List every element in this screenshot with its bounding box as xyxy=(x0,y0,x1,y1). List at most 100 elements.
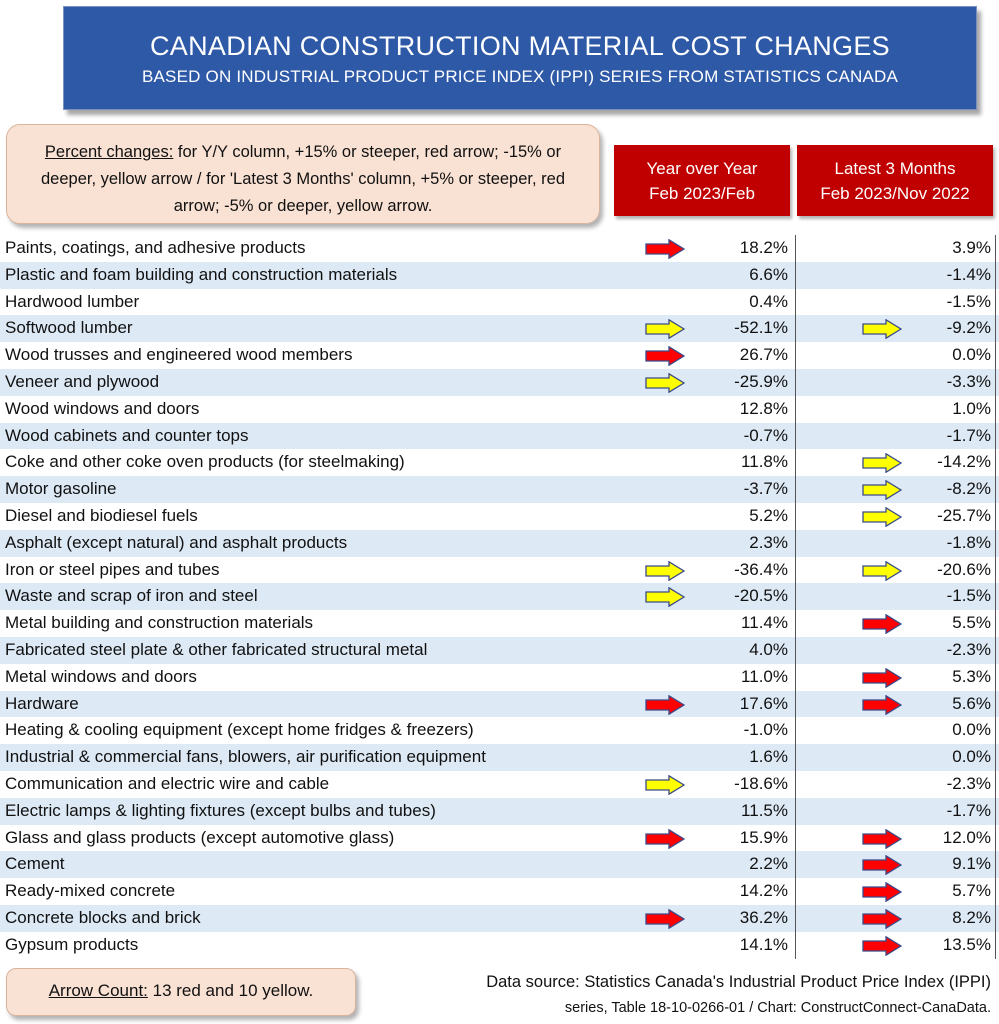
red-arrow-icon xyxy=(645,828,685,849)
red-arrow-icon xyxy=(862,828,902,849)
table-row: Cement 2.2% 9.1% xyxy=(0,851,999,879)
red-arrow-icon xyxy=(862,882,902,903)
latest-3-months-value: -1.7% xyxy=(946,800,991,820)
latest-3-months-value: 1.0% xyxy=(952,398,991,418)
source-line-1: Data source: Statistics Canada's Industr… xyxy=(486,973,991,991)
latest-3-months-value: 0.0% xyxy=(952,345,991,365)
arrow-count-box: Arrow Count: 13 red and 10 yellow. xyxy=(6,968,356,1016)
yellow-arrow-icon xyxy=(862,560,902,581)
table-row: Waste and scrap of iron and steel -20.5% -… xyxy=(0,583,999,611)
red-arrow-icon xyxy=(862,694,902,715)
row-label: Glass and glass products (except automot… xyxy=(5,827,395,847)
red-arrow-icon xyxy=(645,346,685,367)
latest-3-months-value: -8.2% xyxy=(946,479,991,499)
yoy-value: 1.6% xyxy=(749,747,788,767)
legend-note: Percent changes: for Y/Y column, +15% or… xyxy=(6,124,600,224)
yoy-value: 2.2% xyxy=(749,854,788,874)
row-label: Gypsum products xyxy=(5,934,139,954)
yoy-value: 2.3% xyxy=(749,532,788,552)
yoy-value: 12.8% xyxy=(739,398,788,418)
row-label: Plastic and foam building and constructi… xyxy=(5,264,398,284)
latest-3-months-value: -1.8% xyxy=(946,532,991,552)
row-label: Wood windows and doors xyxy=(5,398,200,418)
latest-3-months-value: -1.4% xyxy=(946,264,991,284)
table-row: Wood trusses and engineered wood members… xyxy=(0,342,999,369)
row-label: Waste and scrap of iron and steel xyxy=(5,586,258,606)
title-banner: CANADIAN CONSTRUCTION MATERIAL COST CHAN… xyxy=(63,6,977,110)
row-label: Heating & cooling equipment (except home… xyxy=(5,720,474,740)
row-label: Cement xyxy=(5,854,65,874)
row-label: Hardwood lumber xyxy=(5,291,140,311)
row-label: Wood cabinets and counter tops xyxy=(5,425,249,445)
source-line-2: series, Table 18-10-0266-01 / Chart: Con… xyxy=(564,1000,991,1016)
table-row: Electric lamps & lighting fixtures (exce… xyxy=(0,797,999,825)
yoy-value: -1.0% xyxy=(743,720,788,740)
table-row: Asphalt (except natural) and asphalt pro… xyxy=(0,529,999,557)
latest-3-months-value: 0.0% xyxy=(952,720,991,740)
yellow-arrow-icon xyxy=(862,480,902,501)
table-row: Hardware 17.6% 5.6% xyxy=(0,690,999,718)
row-label: Coke and other coke oven products (for s… xyxy=(5,452,405,472)
yellow-arrow-icon xyxy=(645,774,685,795)
latest-3-months-value: -3.3% xyxy=(946,371,991,391)
latest-3-months-value: -9.2% xyxy=(946,318,991,338)
yoy-value: 5.2% xyxy=(749,505,788,525)
row-label: Iron or steel pipes and tubes xyxy=(5,559,220,579)
row-label: Diesel and biodiesel fuels xyxy=(5,505,198,525)
table-row: Industrial & commercial fans, blowers, a… xyxy=(0,744,999,771)
red-arrow-icon xyxy=(645,908,685,929)
data-table: Paints, coatings, and adhesive products 1… xyxy=(0,235,999,959)
red-arrow-icon xyxy=(862,935,902,956)
latest-3-months-value: -1.7% xyxy=(946,425,991,445)
latest-3-months-value: 12.0% xyxy=(942,827,991,847)
yoy-value: -25.9% xyxy=(734,371,788,391)
column-divider xyxy=(795,235,796,959)
latest-3-months-value: -2.3% xyxy=(946,773,991,793)
yellow-arrow-icon xyxy=(862,453,902,474)
column-header-3m-line2: Feb 2023/Nov 2022 xyxy=(820,184,970,203)
column-header-yoy: Year over Year Feb 2023/Feb xyxy=(614,145,790,216)
latest-3-months-value: -20.6% xyxy=(937,559,991,579)
red-arrow-icon xyxy=(862,855,902,876)
yellow-arrow-icon xyxy=(645,587,685,608)
latest-3-months-value: 5.3% xyxy=(952,666,991,686)
yellow-arrow-icon xyxy=(862,319,902,340)
row-label: Ready-mixed concrete xyxy=(5,881,176,901)
row-label: Wood trusses and engineered wood members xyxy=(5,345,353,365)
table-row: Fabricated steel plate & other fabricate… xyxy=(0,636,999,664)
table-row: Hardwood lumber 0.4% -1.5% xyxy=(0,289,999,316)
yoy-value: 18.2% xyxy=(739,238,788,257)
legend-label: Percent changes: xyxy=(44,143,174,161)
yoy-value: 15.9% xyxy=(739,827,788,847)
yoy-value: 11.4% xyxy=(741,613,788,633)
row-label: Veneer and plywood xyxy=(5,371,160,391)
table-row: Metal building and construction material… xyxy=(0,610,999,637)
column-header-3m: Latest 3 Months Feb 2023/Nov 2022 xyxy=(797,145,993,216)
row-label: Motor gasoline xyxy=(5,479,117,499)
row-label: Softwood lumber xyxy=(5,318,133,338)
yellow-arrow-icon xyxy=(645,372,685,393)
column-header-3m-line1: Latest 3 Months xyxy=(834,159,956,178)
yoy-value: 26.7% xyxy=(739,345,788,365)
row-label: Industrial & commercial fans, blowers, a… xyxy=(5,747,486,767)
table-row: Metal windows and doors 11.0% 5.3% xyxy=(0,664,999,691)
latest-3-months-value: 5.6% xyxy=(952,693,991,713)
table-row: Veneer and plywood -25.9% -3.3% xyxy=(0,368,999,396)
yellow-arrow-icon xyxy=(645,319,685,340)
table-row: Softwood lumber -52.1% -9.2% xyxy=(0,315,999,343)
yoy-value: 6.6% xyxy=(749,264,788,284)
red-arrow-icon xyxy=(645,239,685,259)
yoy-value: 11.0% xyxy=(741,666,788,686)
red-arrow-icon xyxy=(862,614,902,635)
latest-3-months-value: -14.2% xyxy=(937,452,991,472)
yoy-value: -3.7% xyxy=(743,479,788,499)
chart-title: CANADIAN CONSTRUCTION MATERIAL COST CHAN… xyxy=(150,31,890,61)
latest-3-months-value: 3.9% xyxy=(952,238,991,257)
row-label: Metal windows and doors xyxy=(5,666,197,686)
red-arrow-icon xyxy=(862,908,902,929)
table-row: Glass and glass products (except automot… xyxy=(0,825,999,852)
row-label: Concrete blocks and brick xyxy=(5,907,201,927)
legend-text: for Y/Y column, +15% or steeper, red arr… xyxy=(40,143,566,215)
table-row: Heating & cooling equipment (except home… xyxy=(0,717,999,744)
column-header-yoy-line2: Feb 2023/Feb xyxy=(649,184,755,203)
